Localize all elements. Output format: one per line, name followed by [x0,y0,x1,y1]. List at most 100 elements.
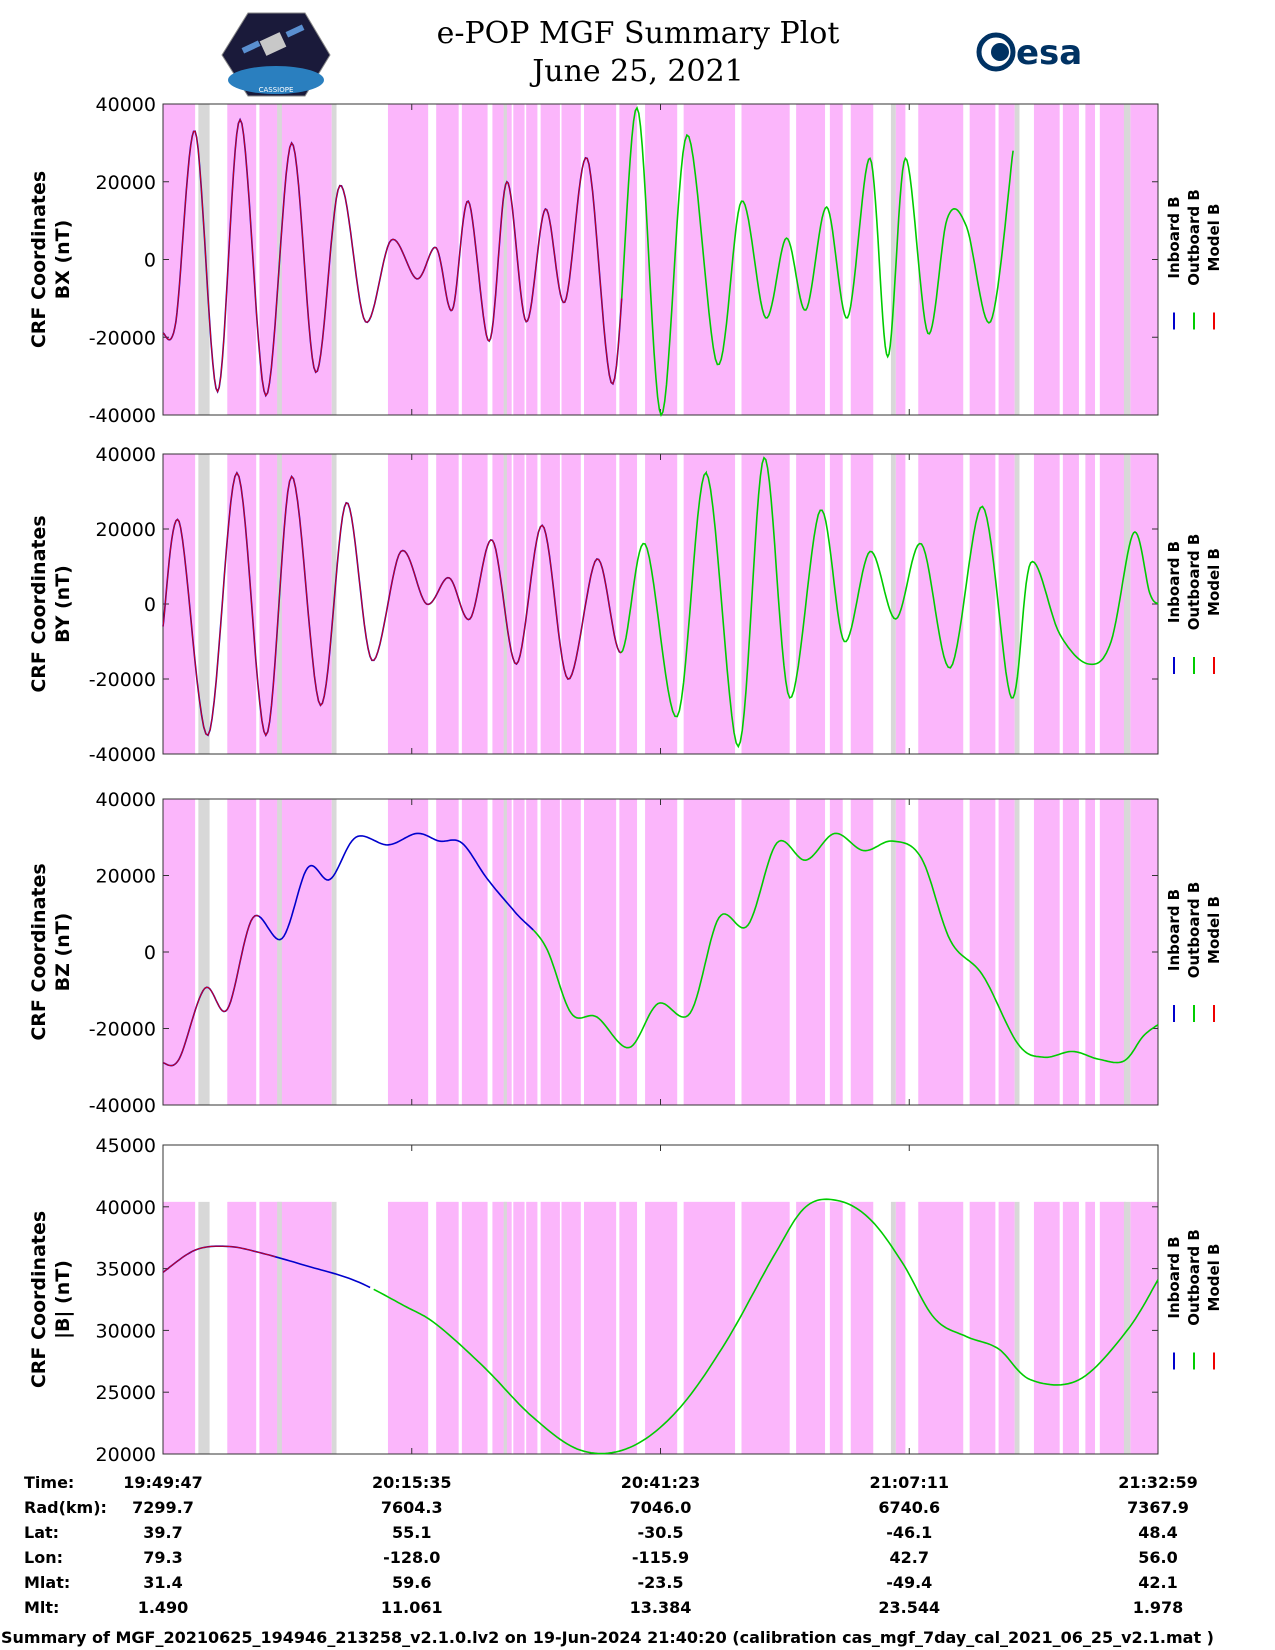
coverage-band [645,1201,678,1454]
y-axis-label: BY (nT) [52,565,74,643]
coverage-band [1099,1201,1126,1454]
coverage-band [1085,1201,1096,1454]
table-cell: 39.7 [143,1523,182,1542]
coverage-band [895,799,906,1105]
coverage-band [918,1201,964,1454]
chart-panel-3: 40000 20000 0 -20000 -40000 CRF Coordinates BZ… [28,789,1223,1117]
coverage-band [259,454,332,754]
coverage-band [492,1201,512,1454]
y-tick-label: 45000 [96,1135,156,1157]
table-cell: 56.0 [1138,1548,1177,1567]
coverage-band [969,454,996,754]
coverage-band [741,454,790,754]
header: CASSIOPE e-POP MGF Summary Plot June 25,… [221,12,1082,97]
coverage-band [1099,799,1126,1105]
coverage-band [850,104,874,415]
gap-band [331,104,337,415]
plot-title: e-POP MGF Summary Plot [437,16,840,51]
table-cell: 42.7 [890,1548,929,1567]
legend: Inboard B Outboard B Model B [1165,882,1223,1022]
y-axis-label: CRF Coordinates [28,863,50,1040]
coverage-band [584,454,617,754]
legend-entry: Outboard B [1185,189,1203,286]
coverage-band [492,799,512,1105]
y-tick-label: 40000 [96,94,156,116]
coverage-band [584,1201,617,1454]
coverage-band [895,104,906,415]
y-tick-label: 0 [144,250,156,272]
y-tick-label: -40000 [89,744,156,766]
coverage-band [998,104,1015,415]
coverage-band [1085,104,1096,415]
legend-entry: Inboard B [1165,1236,1183,1318]
gap-band [503,454,507,754]
gap-band [331,1201,337,1454]
coverage-band [526,104,538,415]
coverage-band [387,1201,429,1454]
gap-band [198,1201,210,1454]
coverage-band [540,799,560,1105]
coverage-band [513,1201,525,1454]
coverage-band [1085,799,1096,1105]
coverage-band [513,104,525,415]
plot-date: June 25, 2021 [529,54,744,89]
coverage-band [259,1201,332,1454]
coverage-band [526,454,538,754]
coverage-band [227,104,257,415]
gap-band [890,799,896,1105]
coverage-band [526,1201,538,1454]
y-tick-label: 20000 [96,1444,156,1466]
coverage-band [461,1201,488,1454]
gap-band [1014,1201,1020,1454]
table-cell: 6740.6 [878,1498,940,1517]
coverage-band [513,454,525,754]
coverage-band [561,454,581,754]
coverage-band [998,454,1015,754]
coverage-band [619,1201,638,1454]
coverage-band [163,1201,196,1454]
table-row-label: Lat: [24,1523,59,1542]
outboard-b-line [620,456,1159,749]
coverage-band [850,799,874,1105]
coverage-band [645,104,678,415]
coverage-band [796,1201,826,1454]
table-cell: 42.1 [1138,1573,1177,1592]
coverage-band [492,104,512,415]
coverage-band [1033,799,1060,1105]
table-cell: -23.5 [637,1573,683,1592]
coverage-band [387,799,429,1105]
table-cell: 19:49:47 [123,1473,203,1492]
table-cell: 23.544 [878,1598,940,1617]
coverage-band [436,104,459,415]
table-cell: 7299.7 [132,1498,194,1517]
coverage-band [969,799,996,1105]
gap-band [277,799,282,1105]
coverage-band [683,454,736,754]
coverage-band [436,454,459,754]
y-tick-label: 40000 [96,444,156,466]
chart-panel-4: 45000 40000 35000 30000 25000 20000 CRF Coordi… [28,1135,1223,1466]
coverage-band [895,1201,906,1454]
coverage-band [969,1201,996,1454]
coverage-band [526,799,538,1105]
gap-band [503,1201,507,1454]
coverage-band [796,454,826,754]
table-cell: 7367.9 [1127,1498,1189,1517]
coverage-band [540,104,560,415]
legend-entry: Model B [1205,896,1223,964]
coverage-band [227,1201,257,1454]
coverage-band [387,104,429,415]
table-cell: 13.384 [630,1598,692,1617]
table-cell: 59.6 [392,1573,431,1592]
legend-entry: Model B [1205,204,1223,272]
coverage-band [461,799,488,1105]
model-b-line [162,471,622,737]
esa-logo-text: esa [1016,33,1082,73]
coverage-band [796,799,826,1105]
y-axis-label: CRF Coordinates [28,171,50,348]
table-cell: 11.061 [381,1598,443,1617]
coverage-band [436,799,459,1105]
coverage-band [561,1201,581,1454]
gap-band [198,454,210,754]
